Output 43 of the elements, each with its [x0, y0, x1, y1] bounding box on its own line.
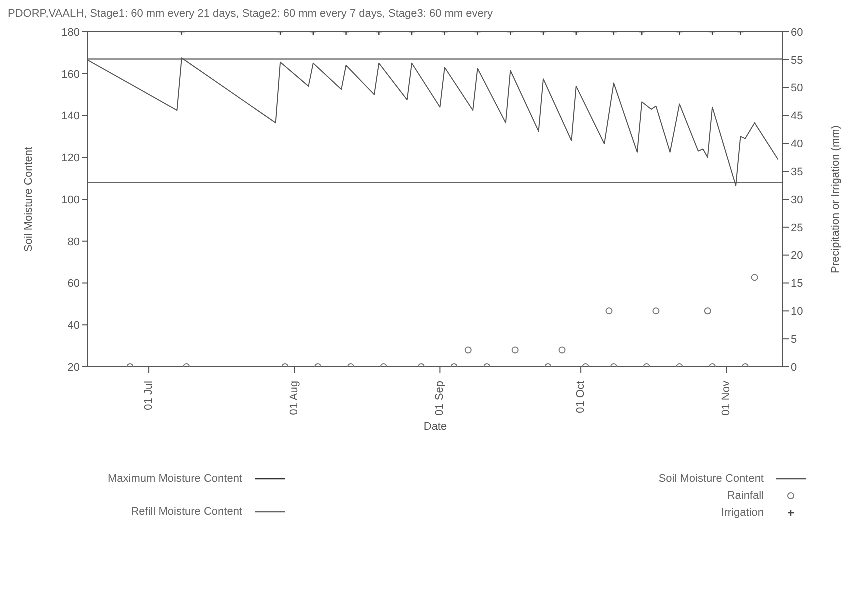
- point: [464, 346, 472, 354]
- y2-tick-label: 10: [791, 306, 804, 318]
- x-tick-label: 01 Aug: [288, 381, 301, 416]
- y2-tick-label: 15: [791, 278, 804, 290]
- point: [652, 308, 660, 315]
- legend-label: Refill Moisture Content: [131, 506, 242, 518]
- y2-tick-label: 50: [791, 82, 804, 95]
- legend-label: Soil Moisture Content: [658, 472, 764, 484]
- x-tick-label: 01 Oct: [575, 381, 588, 414]
- y2-tick-label: 0: [791, 362, 798, 374]
- y-tick-label: 120: [62, 152, 80, 165]
- y-tick-label: 40: [68, 320, 80, 332]
- legend-label: Rainfall: [727, 490, 764, 502]
- y-axis-title: Soil Moisture Content: [22, 146, 35, 252]
- x-axis-title: Date: [424, 421, 448, 433]
- y2-tick-label: 30: [791, 194, 804, 206]
- y2-tick-label: 25: [791, 222, 804, 234]
- y2-tick-label: 40: [791, 138, 804, 151]
- point: [512, 346, 519, 354]
- chart-title: PDORP,VAALH, Stage1: 60 mm every 21 days, Stage2: 60 mm every 7 days, Stage3: 60 mm every: [8, 8, 494, 20]
- y2-tick-label: 35: [791, 166, 804, 178]
- y2-tick-label: 20: [791, 250, 804, 262]
- y2-tick-label: 5: [791, 334, 798, 346]
- y-tick-label: 180: [62, 26, 80, 39]
- y2-tick-label: 45: [791, 110, 804, 123]
- y-tick-label: 100: [62, 194, 80, 206]
- x-tick-label: 01 Jul: [143, 381, 156, 410]
- x-tick-label: 01 Nov: [720, 380, 733, 416]
- y-tick-label: 60: [68, 278, 80, 290]
- y2-tick-label: 60: [791, 26, 804, 39]
- point: [558, 346, 566, 354]
- point: [704, 308, 712, 315]
- y-tick-label: 140: [62, 110, 80, 123]
- y2-axis-title: Precipitation or Irrigation (mm): [830, 126, 842, 274]
- x-tick-label: 01 Sep: [434, 381, 446, 416]
- y-tick-label: 80: [68, 236, 80, 248]
- y-tick-label: 20: [68, 362, 80, 374]
- y-tick-label: 160: [62, 68, 80, 81]
- point: [606, 308, 613, 315]
- point: [751, 274, 758, 282]
- legend-label: Irrigation: [721, 506, 764, 518]
- y2-tick-label: 55: [791, 54, 804, 67]
- legend-label: Maximum Moisture Content: [108, 472, 242, 484]
